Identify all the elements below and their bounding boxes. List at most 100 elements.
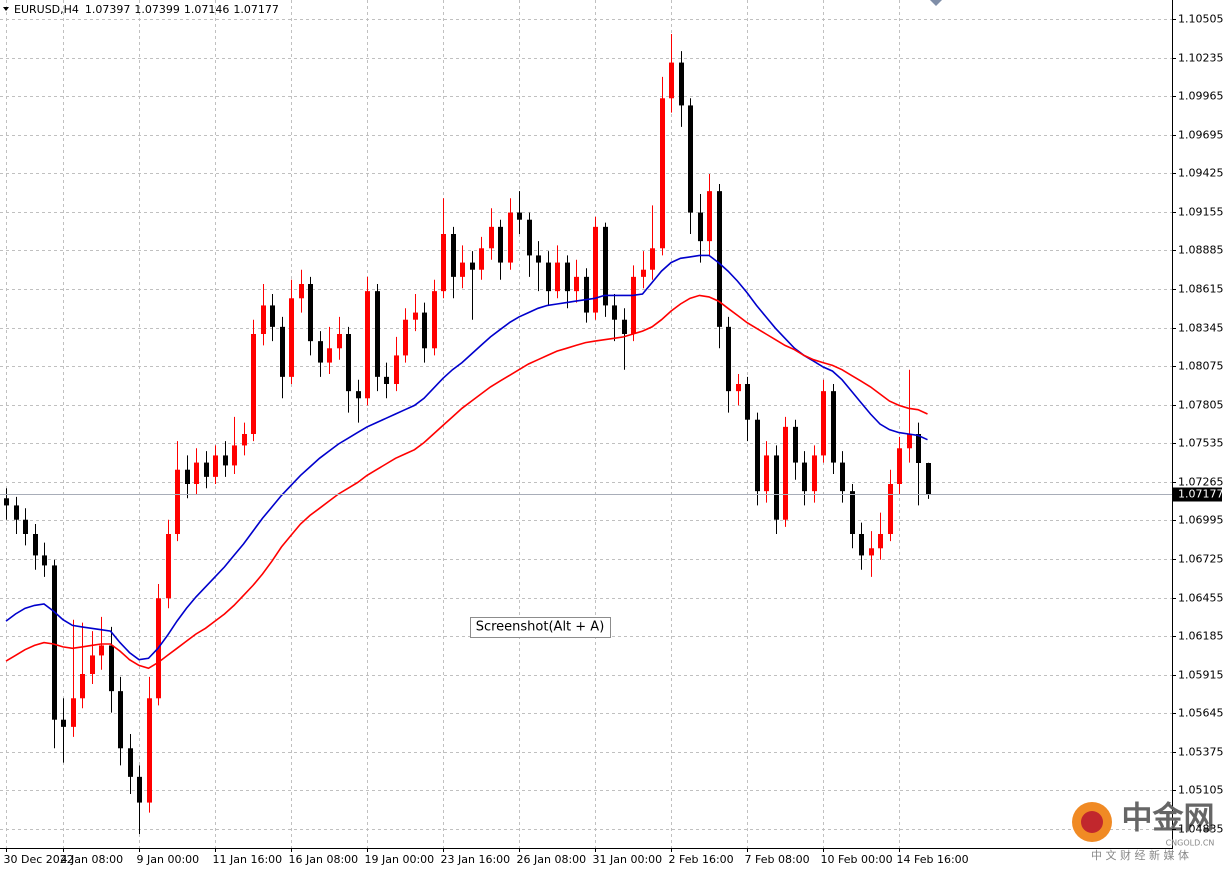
candle-body <box>413 312 418 320</box>
candle-body <box>489 226 494 249</box>
candle-body <box>308 284 313 342</box>
candle-body <box>574 276 579 292</box>
candle-body <box>356 391 361 399</box>
candle-body <box>783 426 788 520</box>
candle-body <box>745 384 750 420</box>
candle-body <box>859 534 864 556</box>
x-tick-label: 4 Jan 08:00 <box>61 853 124 866</box>
candle-body <box>774 455 779 520</box>
candle-body <box>52 565 57 720</box>
candle-body <box>498 226 503 263</box>
x-tick-label: 30 Dec 2022 <box>4 853 74 866</box>
candle-body <box>802 462 807 492</box>
candle-body <box>508 212 513 263</box>
watermark-logo-inner <box>1081 811 1103 833</box>
y-tick-label: 1.06995 <box>1178 514 1224 527</box>
candle-body <box>394 355 399 384</box>
bid-label-box <box>1172 487 1222 502</box>
y-tick-label: 1.05105 <box>1178 784 1224 797</box>
candle-body <box>660 98 665 249</box>
candle-body <box>916 434 921 463</box>
moving-average <box>5 254 928 661</box>
candle-body <box>726 326 731 392</box>
candle-body <box>109 645 114 692</box>
candle-body <box>850 491 855 534</box>
chart-header: EURUSD,H4 1.07397 1.07399 1.07146 1.07177 <box>14 3 279 16</box>
candle-body <box>42 555 47 566</box>
candle-body <box>147 698 152 803</box>
candle-body <box>384 376 389 384</box>
candle-body <box>375 291 380 377</box>
x-tick-label: 26 Jan 08:00 <box>517 853 587 866</box>
x-tick-label: 2 Feb 16:00 <box>669 853 734 866</box>
candle-body <box>793 426 798 463</box>
candle-body <box>451 234 456 277</box>
candle-body <box>99 645 104 656</box>
plot <box>0 34 1172 834</box>
tooltip: Screenshot(Alt + A) <box>476 620 605 635</box>
candle-body <box>289 298 294 377</box>
candle-body <box>280 326 285 377</box>
candle-body <box>4 498 9 506</box>
y-tick-label: 1.06455 <box>1178 592 1224 605</box>
candle-body <box>888 484 893 534</box>
candle-body <box>33 534 38 556</box>
candle-body <box>565 262 570 292</box>
x-tick-label: 10 Feb 00:00 <box>821 853 893 866</box>
x-tick-label: 7 Feb 08:00 <box>745 853 810 866</box>
candle-body <box>175 469 180 534</box>
y-tick-label: 1.05645 <box>1178 707 1224 720</box>
y-tick-label: 1.07535 <box>1178 437 1224 450</box>
candle-body <box>717 191 722 327</box>
candle-body <box>204 462 209 477</box>
candle-body <box>622 319 627 334</box>
x-tick-label: 31 Jan 00:00 <box>593 853 663 866</box>
candle-body <box>669 62 674 99</box>
candle-body <box>527 219 532 256</box>
candle-body <box>90 655 95 674</box>
candle-body <box>194 462 199 484</box>
ohlc-close: 1.07177 <box>233 3 279 16</box>
candle-body <box>612 305 617 320</box>
x-tick-label: 19 Jan 00:00 <box>365 853 435 866</box>
candle-body <box>337 334 342 349</box>
ohlc-open: 1.07397 <box>85 3 131 16</box>
watermark-logo: 中金网 <box>1122 801 1215 837</box>
y-tick-label: 1.05375 <box>1178 746 1224 759</box>
candle-body <box>422 312 427 349</box>
candle-body <box>185 469 190 484</box>
candle-body <box>327 348 332 363</box>
candle-body <box>232 445 237 466</box>
candle-body <box>631 276 636 334</box>
candle-body <box>698 212 703 242</box>
symbol: EURUSD,H4 <box>14 3 79 16</box>
candle-body <box>907 434 912 449</box>
y-tick-label: 1.09695 <box>1178 129 1224 142</box>
candle-body <box>764 455 769 492</box>
y-tick-label: 1.06185 <box>1178 630 1224 643</box>
candle-body <box>166 534 171 599</box>
candle-body <box>840 462 845 492</box>
candle-body <box>14 505 19 520</box>
overlay: 1.07177 <box>1172 487 1224 502</box>
candle-body <box>707 191 712 242</box>
candle-body <box>242 434 247 446</box>
watermark: 中金网 CNGOLD.CN 中 文 财 经 新 媒 体 <box>1072 801 1215 862</box>
y-tick-label: 1.08885 <box>1178 244 1224 257</box>
candle-body <box>536 255 541 263</box>
shift-marker[interactable] <box>930 0 942 6</box>
candle-body <box>812 455 817 492</box>
candle-body <box>137 776 142 803</box>
candle-body <box>869 548 874 556</box>
y-tick-label: 1.09155 <box>1178 206 1224 219</box>
watermark-slogan: 中 文 财 经 新 媒 体 <box>1091 848 1189 862</box>
menu-arrow[interactable] <box>3 7 9 11</box>
moving-average <box>5 294 928 670</box>
x-tick-label: 14 Feb 16:00 <box>897 853 969 866</box>
y-tick-label: 1.10235 <box>1178 52 1224 65</box>
candle-body <box>831 391 836 463</box>
candle-body <box>432 291 437 349</box>
candle-body <box>679 62 684 106</box>
